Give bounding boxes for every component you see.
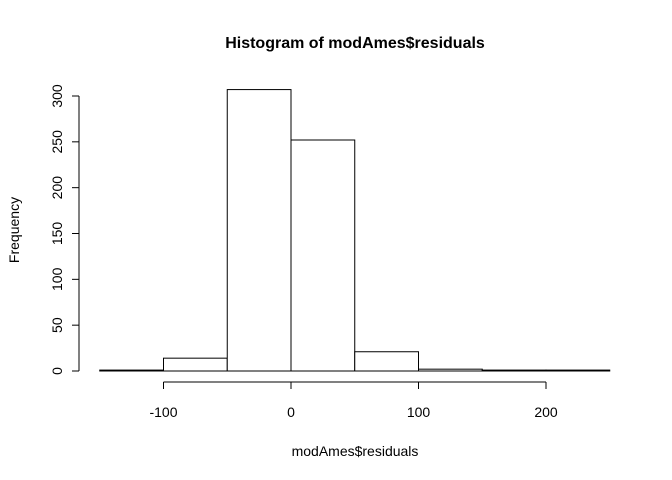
chart-title: Histogram of modAmes$residuals — [225, 35, 485, 52]
histogram-bar-0 — [99, 369, 164, 372]
x-tick-label-3: 200 — [534, 404, 558, 420]
histogram-bar-4 — [354, 351, 419, 372]
y-axis-label: Frequency — [6, 197, 22, 263]
x-axis: -100 0 100 200 — [149, 381, 558, 420]
histogram-bar-6 — [481, 369, 547, 372]
y-tick-label-4: 200 — [49, 176, 65, 200]
histogram-bar-7 — [545, 369, 611, 372]
y-axis: 0 50 100 150 200 250 300 — [49, 84, 80, 375]
y-tick-label-2: 100 — [49, 267, 65, 291]
histogram-bar-1 — [163, 357, 228, 372]
x-axis-label: modAmes$residuals — [292, 443, 419, 459]
y-tick-label-5: 250 — [49, 130, 65, 154]
x-tick-label-2: 100 — [407, 404, 431, 420]
histogram-bar-3 — [290, 139, 356, 372]
histogram-bars — [99, 89, 611, 372]
histogram-bar-2 — [226, 89, 292, 372]
y-tick-label-1: 50 — [49, 317, 65, 333]
x-tick-label-0: -100 — [149, 404, 177, 420]
x-tick-label-1: 0 — [287, 404, 295, 420]
y-tick-label-0: 0 — [49, 367, 65, 375]
y-tick-label-6: 300 — [49, 84, 65, 108]
y-tick-label-3: 150 — [49, 222, 65, 246]
histogram-bar-5 — [418, 368, 483, 372]
